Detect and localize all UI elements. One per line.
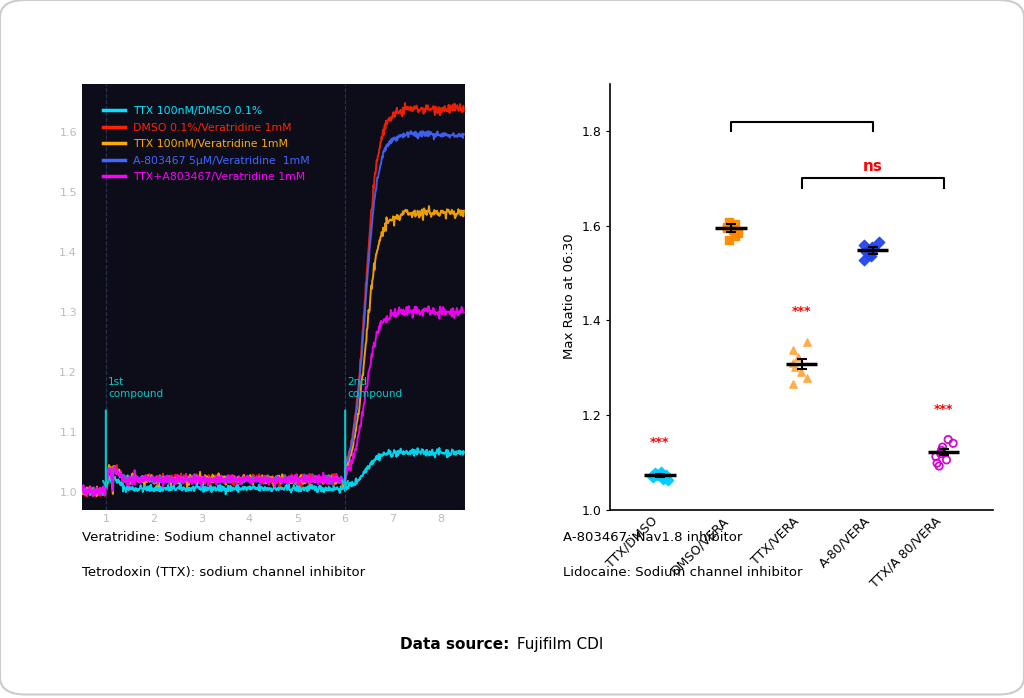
Point — [785, 344, 802, 355]
Point — [721, 216, 737, 228]
Text: 1st
compound: 1st compound — [109, 377, 164, 399]
Point — [727, 230, 743, 242]
Point — [654, 473, 671, 484]
Y-axis label: Ratio of signal dF/F: Ratio of signal dF/F — [41, 237, 53, 357]
Point — [856, 254, 872, 265]
Point — [719, 223, 735, 234]
Point — [855, 239, 871, 250]
Point — [863, 251, 880, 262]
Text: Data source:: Data source: — [399, 637, 509, 652]
Point — [858, 246, 874, 258]
Legend: TTX 100nM/DMSO 0.1%, DMSO 0.1%/Veratridine 1mM, TTX 100nM/Veratridine 1mM, A-803: TTX 100nM/DMSO 0.1%, DMSO 0.1%/Veratridi… — [99, 102, 314, 186]
Point — [933, 445, 949, 456]
Point — [727, 218, 743, 230]
Y-axis label: Max Ratio at 06:30: Max Ratio at 06:30 — [563, 234, 575, 359]
Point — [799, 336, 815, 347]
Point — [648, 469, 665, 480]
Point — [931, 461, 947, 472]
Point — [656, 473, 673, 484]
Point — [940, 434, 956, 445]
Point — [660, 475, 677, 486]
Point — [657, 470, 674, 481]
Point — [945, 438, 962, 449]
Text: 2nd
compound: 2nd compound — [347, 377, 402, 399]
Point — [719, 221, 735, 232]
Point — [933, 448, 949, 459]
Point — [862, 248, 879, 260]
Point — [929, 458, 945, 469]
X-axis label: Minutes: Minutes — [242, 530, 304, 544]
Text: Veratridine: Sodium channel activator: Veratridine: Sodium channel activator — [82, 531, 335, 544]
Text: Fujifilm CDI: Fujifilm CDI — [512, 637, 603, 652]
Point — [646, 468, 663, 479]
Text: ns: ns — [863, 158, 883, 174]
Point — [721, 235, 737, 246]
Text: Lidocaine: Sodium channel inhibitor: Lidocaine: Sodium channel inhibitor — [563, 566, 803, 579]
Text: A-803467: Nav1.8 inhibitor: A-803467: Nav1.8 inhibitor — [563, 531, 742, 544]
Point — [729, 228, 745, 239]
Point — [645, 471, 662, 482]
Point — [934, 442, 950, 453]
Point — [865, 244, 882, 255]
Point — [724, 225, 740, 236]
Point — [784, 378, 801, 389]
Point — [938, 454, 954, 466]
Text: ***: *** — [934, 403, 953, 416]
Text: Tetrodoxin (TTX): sodium channel inhibitor: Tetrodoxin (TTX): sodium channel inhibit… — [82, 566, 365, 579]
Point — [784, 357, 801, 369]
Point — [790, 352, 806, 363]
Point — [871, 237, 888, 248]
Point — [787, 361, 804, 372]
Point — [799, 373, 815, 384]
Text: ***: *** — [650, 436, 670, 449]
Point — [863, 242, 880, 253]
Text: ***: *** — [793, 305, 812, 318]
Point — [652, 466, 669, 477]
Point — [793, 366, 809, 378]
Point — [644, 470, 660, 482]
Point — [652, 468, 669, 480]
Point — [928, 451, 944, 462]
